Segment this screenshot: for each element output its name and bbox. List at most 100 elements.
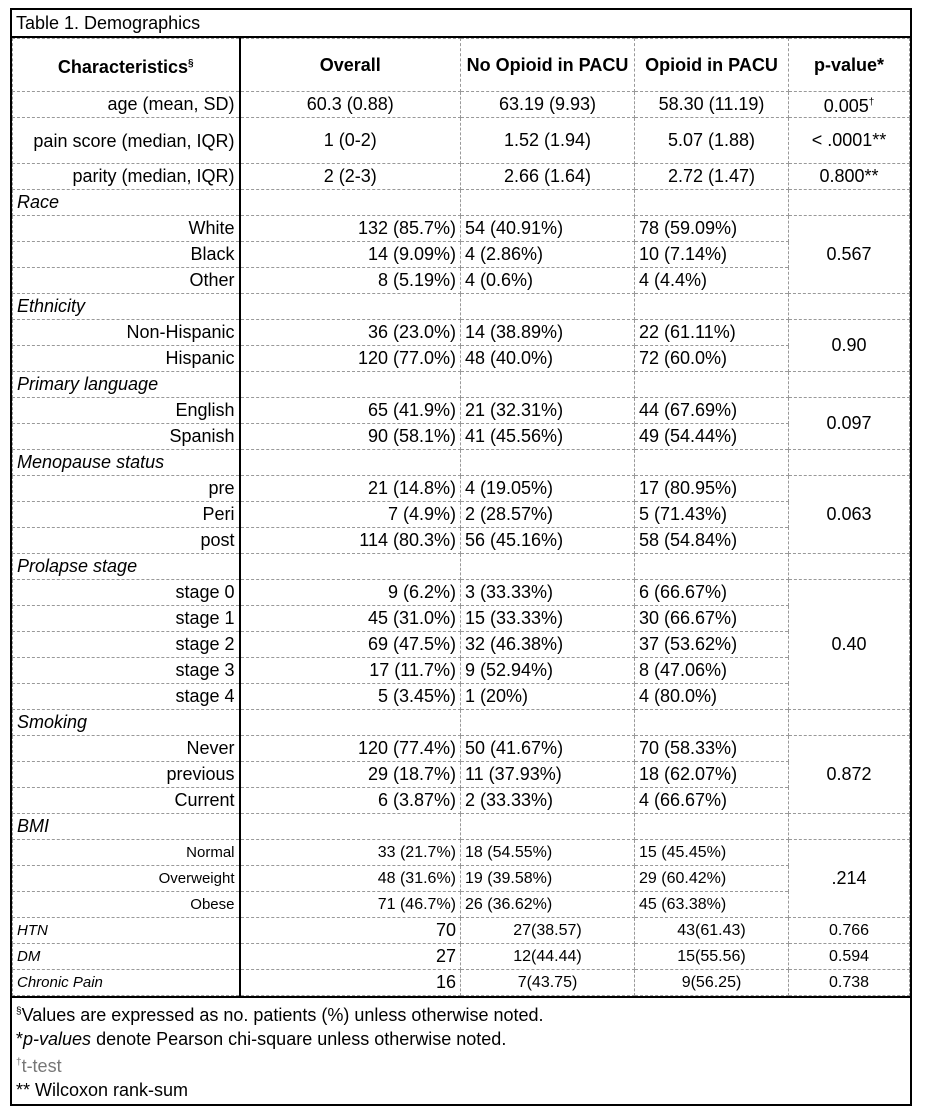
- row-label: English: [12, 397, 241, 424]
- no-opioid-value: 26 (36.62%): [460, 891, 635, 918]
- opioid-value: 49 (54.44%): [634, 423, 789, 450]
- p-value: < .0001**: [788, 117, 910, 164]
- no-opioid-value: 4 (0.6%): [460, 267, 635, 294]
- group-header-row: Prolapse stage: [12, 553, 910, 580]
- empty-cell: [634, 293, 789, 320]
- header-overall: Overall: [239, 38, 461, 92]
- overall-value: 5 (3.45%): [239, 683, 461, 710]
- row-label: Non-Hispanic: [12, 319, 241, 346]
- no-opioid-value: 3 (33.33%): [460, 579, 635, 606]
- header-label: No Opioid in PACU: [466, 55, 629, 75]
- row-label: Peri: [12, 501, 241, 528]
- p-value: 0.40: [788, 579, 910, 710]
- group-label: Race: [12, 189, 241, 216]
- no-opioid-value: 48 (40.0%): [460, 345, 635, 372]
- opioid-value: 30 (66.67%): [634, 605, 789, 632]
- footnotes: §Values are expressed as no. patients (%…: [12, 996, 910, 1104]
- overall-value: 2 (2-3): [239, 163, 461, 190]
- empty-cell: [788, 553, 910, 580]
- opioid-value: 78 (59.09%): [634, 215, 789, 242]
- empty-cell: [788, 189, 910, 216]
- p-value: 0.005†: [788, 91, 910, 118]
- group-label: Smoking: [12, 709, 241, 736]
- table-row: DM 27 12(44.44) 15(55.56) 0.594: [12, 943, 910, 970]
- table-row: Normal 33 (21.7%) 18 (54.55%) 15 (45.45%) .2…: [12, 839, 910, 918]
- table-row: Chronic Pain 16 7(43.75) 9(56.25) 0.738: [12, 969, 910, 996]
- row-label: Other: [12, 267, 241, 294]
- row-label: Obese: [12, 891, 241, 918]
- header-label: p-value*: [813, 55, 885, 75]
- row-label: Current: [12, 787, 241, 814]
- table-row: Never 120 (77.4%) 50 (41.67%) 70 (58.33%) 0.…: [12, 735, 910, 814]
- empty-cell: [460, 709, 635, 736]
- empty-cell: [239, 189, 461, 216]
- opioid-value: 10 (7.14%): [634, 241, 789, 268]
- table-row: stage 1 45 (31.0%) 15 (33.33%) 30 (66.67%): [12, 605, 910, 632]
- empty-cell: [634, 709, 789, 736]
- overall-value: 9 (6.2%): [239, 579, 461, 606]
- row-label: previous: [12, 761, 241, 788]
- opioid-value: 17 (80.95%): [634, 475, 789, 502]
- overall-value: 120 (77.4%): [239, 735, 461, 762]
- no-opioid-value: 27(38.57): [460, 917, 635, 944]
- opioid-value: 4 (80.0%): [634, 683, 789, 710]
- overall-value: 90 (58.1%): [239, 423, 461, 450]
- footnote-wilcoxon: ** Wilcoxon rank-sum: [16, 1080, 189, 1100]
- opioid-value: 45 (63.38%): [634, 891, 789, 918]
- header-row: Characteristics§ Overall No Opioid in PACU…: [12, 38, 910, 92]
- header-characteristics: Characteristics§: [12, 38, 241, 92]
- empty-cell: [239, 709, 461, 736]
- overall-value: 65 (41.9%): [239, 397, 461, 424]
- empty-cell: [788, 813, 910, 840]
- row-label: White: [12, 215, 241, 242]
- group-header-row: Primary language: [12, 371, 910, 398]
- no-opioid-value: 15 (33.33%): [460, 605, 635, 632]
- no-opioid-value: 9 (52.94%): [460, 657, 635, 684]
- group-header-row: Smoking: [12, 709, 910, 736]
- empty-cell: [239, 813, 461, 840]
- empty-cell: [788, 293, 910, 320]
- p-value: 0.063: [788, 475, 910, 554]
- footnote-pvalues: *p-values denote Pearson chi-square unle…: [16, 1029, 507, 1049]
- empty-cell: [634, 371, 789, 398]
- overall-value: 69 (47.5%): [239, 631, 461, 658]
- row-label: post: [12, 527, 241, 554]
- footnote-ttest: †t-test: [16, 1056, 62, 1076]
- no-opioid-value: 32 (46.38%): [460, 631, 635, 658]
- no-opioid-value: 19 (39.58%): [460, 865, 635, 892]
- opioid-value: 18 (62.07%): [634, 761, 789, 788]
- table-row: age (mean, SD) 60.3 (0.88) 63.19 (9.93) 58.…: [12, 91, 910, 118]
- empty-cell: [634, 449, 789, 476]
- group-header-row: Ethnicity: [12, 293, 910, 320]
- overall-value: 21 (14.8%): [239, 475, 461, 502]
- opioid-value: 72 (60.0%): [634, 345, 789, 372]
- row-label: Black: [12, 241, 241, 268]
- table-row: Overweight 48 (31.6%) 19 (39.58%) 29 (60.42…: [12, 865, 910, 892]
- empty-cell: [239, 553, 461, 580]
- table-row: HTN 70 27(38.57) 43(61.43) 0.766: [12, 917, 910, 944]
- empty-cell: [460, 371, 635, 398]
- table-row: previous 29 (18.7%) 11 (37.93%) 18 (62.07%): [12, 761, 910, 788]
- header-no-opioid: No Opioid in PACU: [460, 38, 635, 92]
- overall-value: 45 (31.0%): [239, 605, 461, 632]
- row-label: HTN: [12, 917, 241, 944]
- opioid-value: 70 (58.33%): [634, 735, 789, 762]
- p-value: 0.766: [788, 917, 910, 944]
- table-row: English 65 (41.9%) 21 (32.31%) 44 (67.69%) 0…: [12, 397, 910, 450]
- table-title: Table 1. Demographics: [12, 10, 910, 38]
- no-opioid-value: 2 (28.57%): [460, 501, 635, 528]
- demographics-table: Characteristics§ Overall No Opioid in PACU…: [12, 38, 910, 996]
- overall-value: 36 (23.0%): [239, 319, 461, 346]
- row-label: age (mean, SD): [12, 91, 241, 118]
- overall-value: 132 (85.7%): [239, 215, 461, 242]
- row-label: Spanish: [12, 423, 241, 450]
- no-opioid-value: 1.52 (1.94): [460, 117, 635, 164]
- p-value: .214: [788, 839, 910, 918]
- no-opioid-value: 21 (32.31%): [460, 397, 635, 424]
- row-label: pre: [12, 475, 241, 502]
- empty-cell: [634, 553, 789, 580]
- row-label: stage 2: [12, 631, 241, 658]
- opioid-value: 5.07 (1.88): [634, 117, 789, 164]
